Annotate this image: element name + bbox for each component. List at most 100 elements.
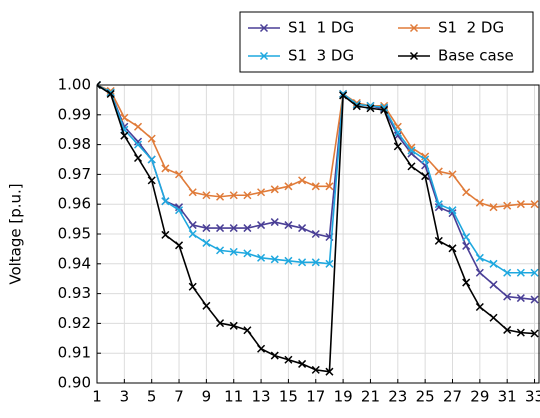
marker xyxy=(393,142,402,151)
y-tick-label: 0.96 xyxy=(58,195,91,213)
marker xyxy=(120,113,129,122)
marker xyxy=(475,253,484,262)
y-tick-label: 1.00 xyxy=(58,76,91,94)
marker xyxy=(270,351,279,360)
y-tick-label: 0.92 xyxy=(58,314,91,332)
marker xyxy=(503,325,512,334)
marker xyxy=(133,140,143,149)
x-tick-label: 9 xyxy=(202,388,212,406)
y-tick-label: 0.95 xyxy=(58,225,91,243)
marker xyxy=(161,164,170,173)
marker xyxy=(489,313,498,322)
marker xyxy=(489,203,498,212)
marker xyxy=(161,230,170,239)
legend-marker xyxy=(259,23,269,33)
marker xyxy=(298,224,307,233)
marker xyxy=(216,246,225,255)
marker xyxy=(530,329,539,338)
legend-label: S1 2 DG xyxy=(438,19,504,37)
marker xyxy=(311,229,320,239)
x-tick-label: 31 xyxy=(498,388,517,406)
y-axis-label: Voltage [p.u.] xyxy=(7,183,25,284)
marker xyxy=(229,191,238,200)
legend-label: S1 1 DG xyxy=(288,19,354,37)
marker xyxy=(380,106,389,115)
marker xyxy=(530,200,539,209)
marker xyxy=(229,321,238,330)
marker xyxy=(352,102,361,111)
marker xyxy=(202,191,211,200)
legend-marker xyxy=(259,51,269,61)
marker xyxy=(311,365,320,374)
y-tick-label: 0.93 xyxy=(58,284,91,302)
marker xyxy=(257,253,266,262)
marker xyxy=(243,191,252,200)
x-tick-label: 11 xyxy=(224,388,243,406)
marker xyxy=(339,91,348,100)
x-tick-label: 25 xyxy=(416,388,435,406)
x-tick-label: 15 xyxy=(279,388,298,406)
marker xyxy=(284,256,293,265)
legend-label: S1 3 DG xyxy=(288,47,354,65)
marker xyxy=(530,268,539,277)
legend-marker xyxy=(409,23,419,33)
marker xyxy=(257,188,266,197)
x-tick-label: 13 xyxy=(252,388,271,406)
legend-marker xyxy=(409,51,419,61)
y-tick-label: 0.90 xyxy=(58,374,91,392)
marker xyxy=(325,367,334,376)
marker xyxy=(462,278,471,287)
legend xyxy=(239,11,534,73)
marker xyxy=(257,344,266,353)
marker xyxy=(188,221,197,230)
legend-label: Base case xyxy=(438,47,514,65)
marker xyxy=(106,88,115,97)
marker xyxy=(188,282,197,291)
marker xyxy=(133,153,143,163)
marker xyxy=(133,122,143,131)
marker xyxy=(216,192,225,201)
marker xyxy=(202,301,211,310)
x-tick-label: 23 xyxy=(388,388,407,406)
marker xyxy=(475,198,484,207)
marker xyxy=(298,359,307,368)
marker xyxy=(243,249,252,258)
marker xyxy=(133,137,143,146)
marker xyxy=(407,146,416,155)
x-tick-label: 17 xyxy=(306,388,325,406)
marker xyxy=(216,224,225,233)
marker xyxy=(270,218,279,227)
marker xyxy=(503,268,512,277)
x-tick-label: 27 xyxy=(443,388,462,406)
marker xyxy=(489,259,498,268)
y-tick-label: 0.91 xyxy=(58,344,91,362)
marker xyxy=(462,188,471,197)
marker xyxy=(188,229,197,239)
marker xyxy=(188,188,197,197)
marker xyxy=(229,247,238,256)
marker xyxy=(434,200,443,209)
marker xyxy=(325,259,334,268)
marker xyxy=(462,232,471,242)
marker xyxy=(243,326,252,335)
marker xyxy=(147,134,156,143)
marker xyxy=(298,258,307,267)
marker xyxy=(448,244,457,253)
marker xyxy=(489,280,498,289)
marker xyxy=(407,143,416,152)
marker xyxy=(366,104,375,113)
marker xyxy=(407,162,416,171)
marker xyxy=(421,155,430,164)
marker xyxy=(147,155,156,164)
y-tick-label: 0.98 xyxy=(58,135,91,153)
marker xyxy=(270,255,279,264)
marker xyxy=(475,268,484,277)
marker xyxy=(229,224,238,233)
marker xyxy=(257,221,266,230)
marker xyxy=(202,238,211,247)
marker xyxy=(298,176,307,185)
marker xyxy=(516,268,525,277)
marker xyxy=(448,206,457,215)
marker xyxy=(284,221,293,230)
x-tick-label: 21 xyxy=(361,388,380,406)
